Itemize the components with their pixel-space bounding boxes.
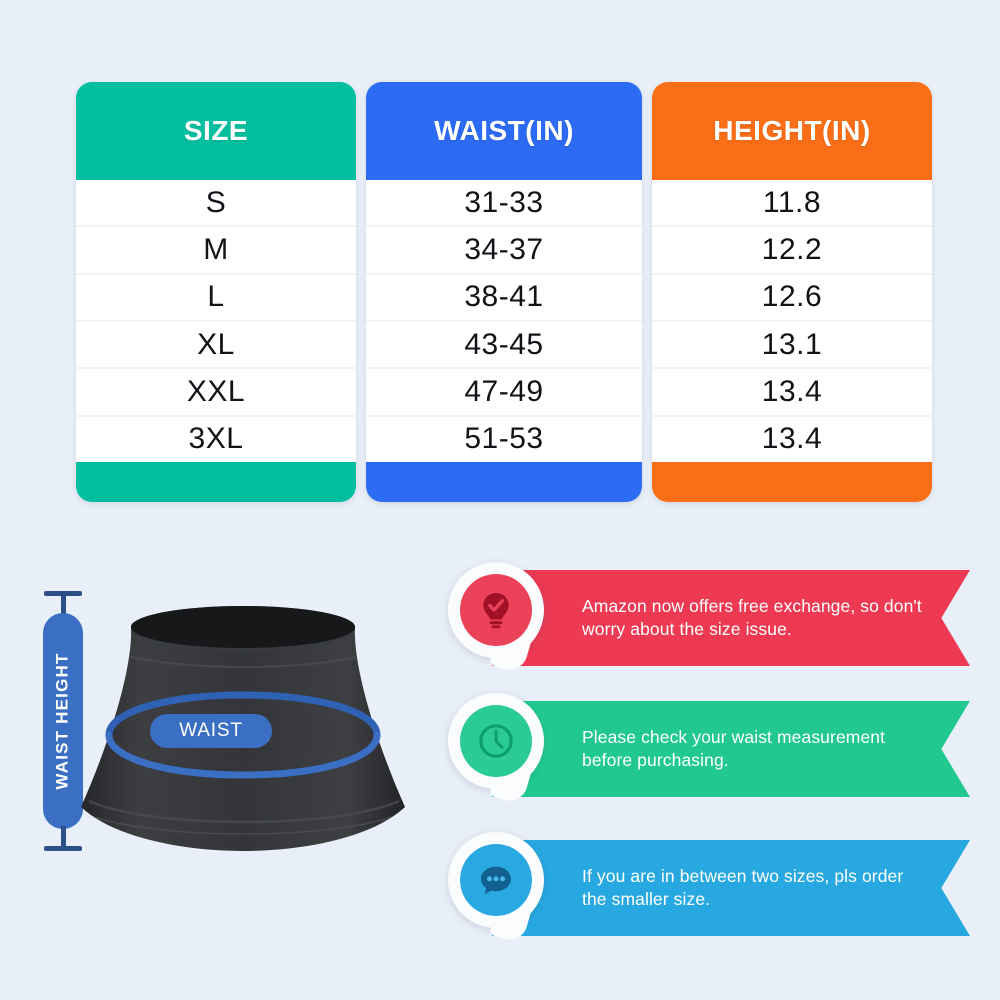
column-body-height: 11.8 12.2 12.6 13.1 13.4 13.4 <box>652 180 932 462</box>
callout-item: Amazon now offers free exchange, so don'… <box>440 558 970 676</box>
column-header-height: HEIGHT(IN) <box>652 82 932 180</box>
callout-ribbon: Amazon now offers free exchange, so don'… <box>492 570 970 666</box>
lightbulb-check-icon <box>483 593 509 629</box>
waist-height-pill: WAIST HEIGHT <box>43 613 83 829</box>
gauge-cap-top <box>44 591 82 596</box>
waist-ring-front <box>105 731 381 779</box>
gauge-stem-top <box>61 594 66 616</box>
table-cell-height: 13.4 <box>761 422 823 456</box>
table-cell-waist: 51-53 <box>464 422 544 456</box>
column-body-waist: 31-33 34-37 38-41 43-45 47-49 51-53 <box>366 180 642 462</box>
column-footer-size <box>76 462 356 502</box>
waist-measure-label: WAIST <box>150 714 272 748</box>
badge-disc <box>460 705 532 777</box>
callout-text: Amazon now offers free exchange, so don'… <box>582 595 922 639</box>
column-footer-waist <box>366 462 642 502</box>
callout-ribbon: Please check your waist measurement befo… <box>492 701 970 797</box>
waist-height-gauge: WAIST HEIGHT <box>40 591 86 851</box>
badge-disc <box>460 574 532 646</box>
callout-text: If you are in between two sizes, pls ord… <box>582 865 904 909</box>
table-cell-size: S <box>76 180 356 228</box>
callout-text: Please check your waist measurement befo… <box>582 726 886 770</box>
table-column-waist: WAIST(IN) 31-33 34-37 38-41 43-45 47-49 … <box>366 82 642 502</box>
table-cell-size: 3XL <box>188 422 244 456</box>
table-cell-waist: 34-37 <box>366 227 642 275</box>
table-cell-height: 13.1 <box>652 322 932 370</box>
callout-badge <box>444 689 548 807</box>
callout-ribbon: If you are in between two sizes, pls ord… <box>492 840 970 936</box>
waist-trainer-image <box>81 606 405 851</box>
table-cell-height: 11.8 <box>652 180 932 228</box>
table-cell-waist: 43-45 <box>366 322 642 370</box>
callout-item: If you are in between two sizes, pls ord… <box>440 828 970 946</box>
belt-inner-opening <box>131 606 355 648</box>
table-column-height: HEIGHT(IN) 11.8 12.2 12.6 13.1 13.4 13.4 <box>652 82 932 502</box>
column-header-size: SIZE <box>76 82 356 180</box>
column-header-waist: WAIST(IN) <box>366 82 642 180</box>
chat-bubble-icon <box>481 866 511 895</box>
gauge-stem-bottom <box>61 826 66 848</box>
table-cell-height: 12.2 <box>652 227 932 275</box>
callout-badge <box>444 558 548 676</box>
table-column-size: SIZE S M L XL XXL 3XL <box>76 82 356 502</box>
table-cell-size: M <box>76 227 356 275</box>
table-cell-waist: 31-33 <box>366 180 642 228</box>
badge-disc <box>460 844 532 916</box>
table-cell-size: L <box>76 275 356 322</box>
table-cell-waist: 47-49 <box>366 369 642 417</box>
column-body-size: S M L XL XXL 3XL <box>76 180 356 462</box>
gauge-cap-bottom <box>44 846 82 851</box>
table-cell-height: 13.4 <box>652 369 932 417</box>
table-cell-size: XL <box>76 322 356 370</box>
clock-icon <box>479 724 513 758</box>
callout-item: Please check your waist measurement befo… <box>440 689 970 807</box>
table-cell-size: XXL <box>76 369 356 417</box>
callout-list: Amazon now offers free exchange, so don'… <box>440 558 970 958</box>
callout-badge <box>444 828 548 946</box>
size-chart-table: SIZE S M L XL XXL 3XL WAIST(IN) 31-33 34… <box>76 82 932 502</box>
table-cell-waist: 38-41 <box>366 275 642 322</box>
product-illustration: WAIST HEIGHT <box>18 565 428 965</box>
table-cell-height: 12.6 <box>652 275 932 322</box>
waist-ring-back <box>105 691 381 739</box>
waist-height-label: WAIST HEIGHT <box>53 652 72 790</box>
column-footer-height <box>652 462 932 502</box>
